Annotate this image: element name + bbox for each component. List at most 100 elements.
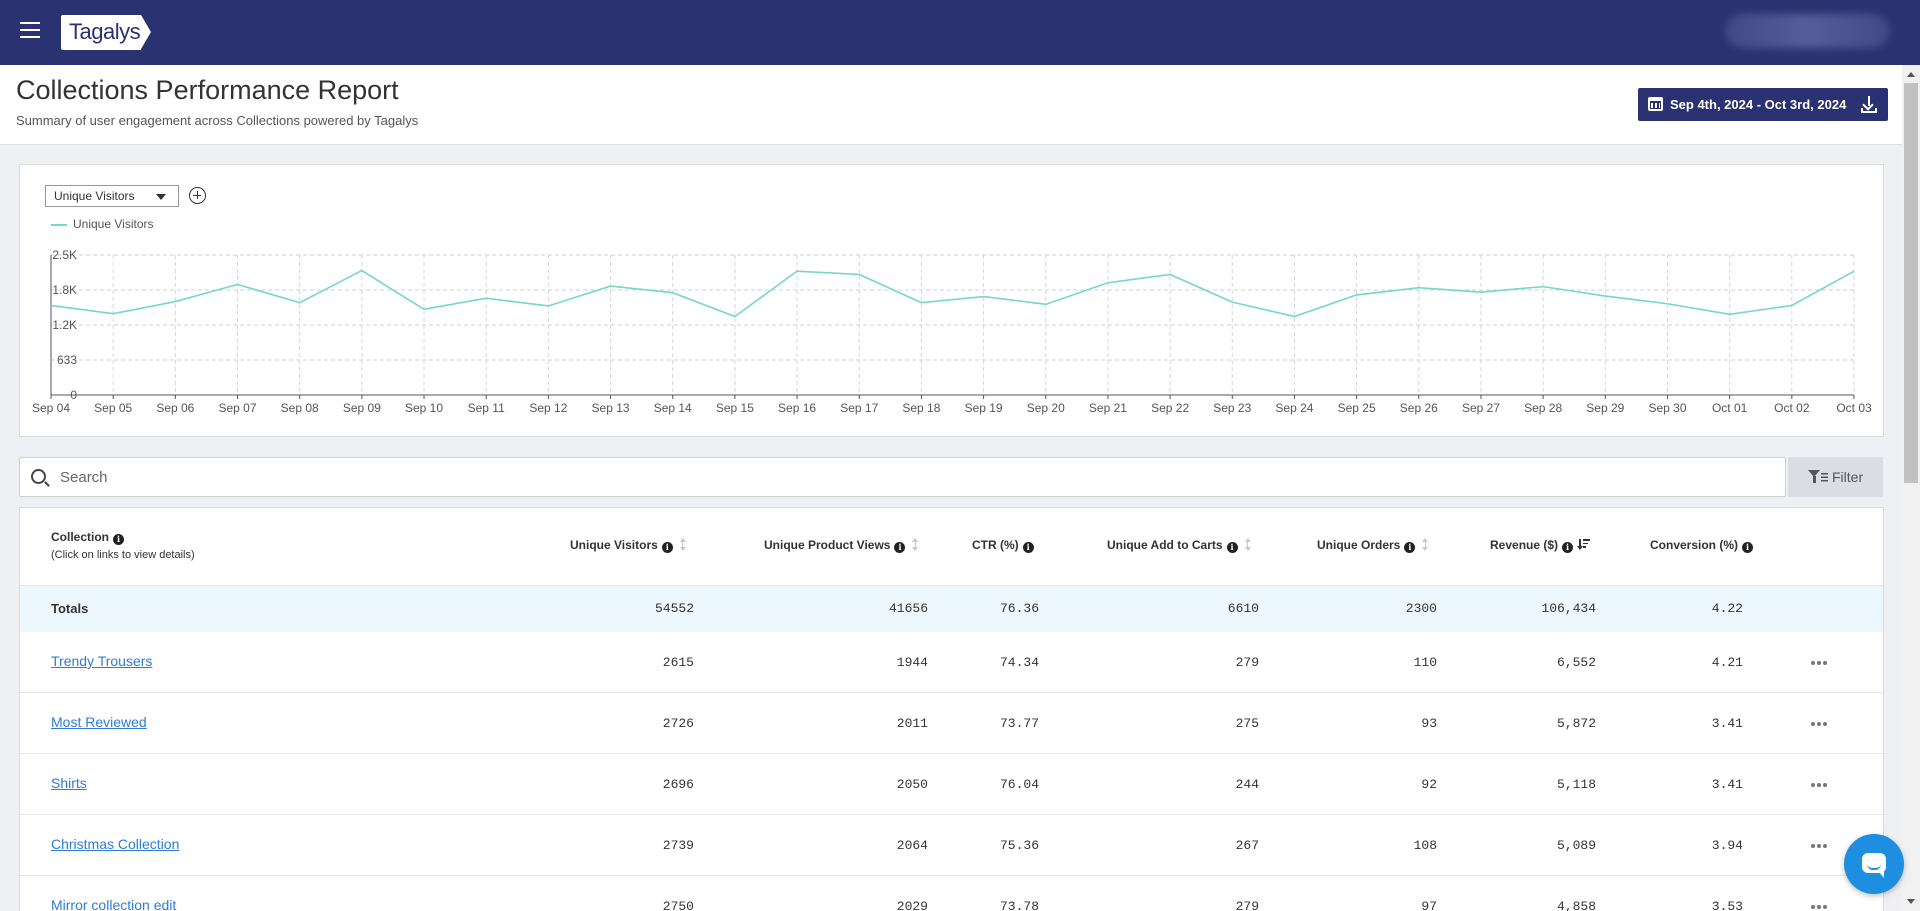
cell-ctr: 75.36 <box>999 838 1039 853</box>
logo[interactable]: Tagalys <box>61 15 151 50</box>
data-point <box>1479 290 1483 294</box>
more-options-icon[interactable] <box>1811 904 1829 910</box>
scroll-thumb[interactable] <box>1904 83 1918 483</box>
cell-conversion: 4.21 <box>1711 655 1743 670</box>
collections-table: Collection i (Click on links to view deta… <box>19 507 1884 911</box>
cell-ctr: 76.04 <box>999 777 1039 792</box>
totals-row: Totals 54552 41656 76.36 6610 2300 106,4… <box>20 586 1883 632</box>
add-metric-icon[interactable] <box>189 187 206 204</box>
logo-text: Tagalys <box>69 19 141 44</box>
menu-icon[interactable] <box>20 22 40 38</box>
data-point <box>1665 302 1669 306</box>
x-tick-label: Sep 17 <box>840 401 878 415</box>
x-tick-label: Oct 01 <box>1712 401 1748 415</box>
cell-conversion: 3.53 <box>1711 899 1743 911</box>
user-menu[interactable] <box>1725 14 1890 48</box>
x-tick-label: Sep 11 <box>468 401 505 415</box>
table-row: Trendy Trousers 2615 1944 74.34 279 110 6,552 4… <box>20 632 1883 693</box>
cell-unique-product-views: 1944 <box>896 655 928 670</box>
more-options-icon[interactable] <box>1811 782 1829 788</box>
data-point <box>1603 294 1607 298</box>
cell-revenue: 4,858 <box>1556 899 1596 911</box>
header-collection: Collection i <box>51 530 125 545</box>
legend-label: Unique Visitors <box>73 217 154 231</box>
collection-link[interactable]: Christmas Collection <box>51 836 180 852</box>
cell-revenue: 5,118 <box>1556 777 1596 792</box>
scrollbar[interactable] <box>1902 65 1920 911</box>
info-icon[interactable]: i <box>1226 542 1238 553</box>
chart-panel: Unique Visitors Unique Visitors 0 633 1.2K… <box>19 164 1884 437</box>
cell-conversion: 3.94 <box>1711 838 1743 853</box>
header-unique-add-to-carts[interactable]: Unique Add to Carts i <box>1107 538 1252 553</box>
info-icon[interactable]: i <box>1404 542 1416 553</box>
totals-label: Totals <box>51 601 89 616</box>
cell-unique-orders: 97 <box>1421 899 1437 911</box>
header-unique-visitors[interactable]: Unique Visitors i <box>570 538 687 553</box>
x-tick-label: Sep 14 <box>654 401 692 415</box>
totals-conversion: 4.22 <box>1711 601 1743 616</box>
totals-unique-orders: 2300 <box>1405 601 1437 616</box>
cell-conversion: 3.41 <box>1711 716 1743 731</box>
chat-icon <box>1862 853 1886 878</box>
sort-descending-icon[interactable] <box>1577 539 1591 550</box>
search-input[interactable] <box>60 458 1760 496</box>
x-tick-label: Sep 04 <box>32 401 70 415</box>
chart-legend[interactable]: Unique Visitors <box>51 217 153 231</box>
header-conversion: Conversion (%) i <box>1650 538 1754 553</box>
series-line-unique-visitors <box>50 269 1855 318</box>
data-point <box>1044 302 1048 306</box>
chat-button[interactable] <box>1844 834 1904 894</box>
scroll-up-arrow[interactable] <box>1907 72 1915 77</box>
x-tick-label: Sep 19 <box>965 401 1003 415</box>
sort-icon[interactable] <box>911 538 919 552</box>
x-tick-label: Oct 03 <box>1836 401 1872 415</box>
x-tick-label: Sep 16 <box>778 401 816 415</box>
cell-unique-add-to-carts: 267 <box>1235 838 1259 853</box>
page-title: Collections Performance Report <box>16 75 399 105</box>
header-revenue[interactable]: Revenue ($) i <box>1490 538 1591 553</box>
data-point <box>484 296 488 300</box>
info-icon[interactable]: i <box>1742 542 1754 553</box>
cell-unique-visitors: 2696 <box>662 777 694 792</box>
collection-link[interactable]: Mirror collection edit <box>51 897 177 911</box>
sort-icon[interactable] <box>679 538 687 552</box>
table-row: Most Reviewed 2726 2011 73.77 275 93 5,872 3.41 <box>20 693 1883 754</box>
x-tick-label: Sep 10 <box>405 401 443 415</box>
x-tick-label: Sep 27 <box>1462 401 1500 415</box>
date-range-button[interactable]: Sep 4th, 2024 - Oct 3rd, 2024 <box>1638 88 1857 121</box>
cell-ctr: 74.34 <box>999 655 1039 670</box>
sort-icon[interactable] <box>1244 538 1252 552</box>
sort-icon[interactable] <box>1421 538 1429 552</box>
data-point <box>49 303 53 307</box>
metric-select[interactable]: Unique Visitors <box>45 185 179 207</box>
data-point <box>795 269 799 273</box>
cell-unique-orders: 92 <box>1421 777 1437 792</box>
scroll-down-arrow[interactable] <box>1907 899 1915 904</box>
header-unique-product-views[interactable]: Unique Product Views i <box>764 538 919 553</box>
collection-link[interactable]: Most Reviewed <box>51 714 147 730</box>
collection-link[interactable]: Shirts <box>51 775 87 791</box>
data-point <box>173 300 177 304</box>
info-icon[interactable]: i <box>894 542 906 553</box>
y-tick-label: 1.8K <box>52 283 77 297</box>
cell-revenue: 6,552 <box>1556 655 1596 670</box>
more-options-icon[interactable] <box>1811 721 1829 727</box>
info-icon[interactable]: i <box>1562 542 1574 553</box>
x-tick-label: Sep 30 <box>1648 401 1686 415</box>
info-icon[interactable]: i <box>1022 542 1034 553</box>
header-unique-orders[interactable]: Unique Orders i <box>1317 538 1429 553</box>
download-button[interactable] <box>1850 88 1888 121</box>
x-tick-label: Sep 21 <box>1089 401 1127 415</box>
info-icon[interactable]: i <box>113 534 125 545</box>
cell-unique-orders: 93 <box>1421 716 1437 731</box>
filter-button[interactable]: Filter <box>1788 457 1883 497</box>
caret-down-icon <box>156 194 166 200</box>
filter-label: Filter <box>1832 469 1864 485</box>
cell-unique-product-views: 2050 <box>896 777 928 792</box>
cell-unique-visitors: 2615 <box>662 655 694 670</box>
cell-unique-product-views: 2064 <box>896 838 928 853</box>
info-icon[interactable]: i <box>661 542 673 553</box>
more-options-icon[interactable] <box>1811 660 1829 666</box>
more-options-icon[interactable] <box>1811 843 1829 849</box>
collection-link[interactable]: Trendy Trousers <box>51 653 153 669</box>
